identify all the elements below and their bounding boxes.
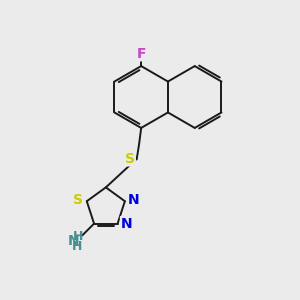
Text: N: N	[128, 193, 140, 207]
Text: H: H	[71, 240, 82, 253]
Text: F: F	[136, 47, 146, 61]
Text: N: N	[121, 217, 132, 231]
Text: -: -	[73, 230, 78, 243]
Text: H: H	[73, 230, 83, 243]
Text: S: S	[73, 193, 83, 207]
Text: S: S	[125, 152, 135, 166]
Text: N: N	[68, 234, 79, 248]
